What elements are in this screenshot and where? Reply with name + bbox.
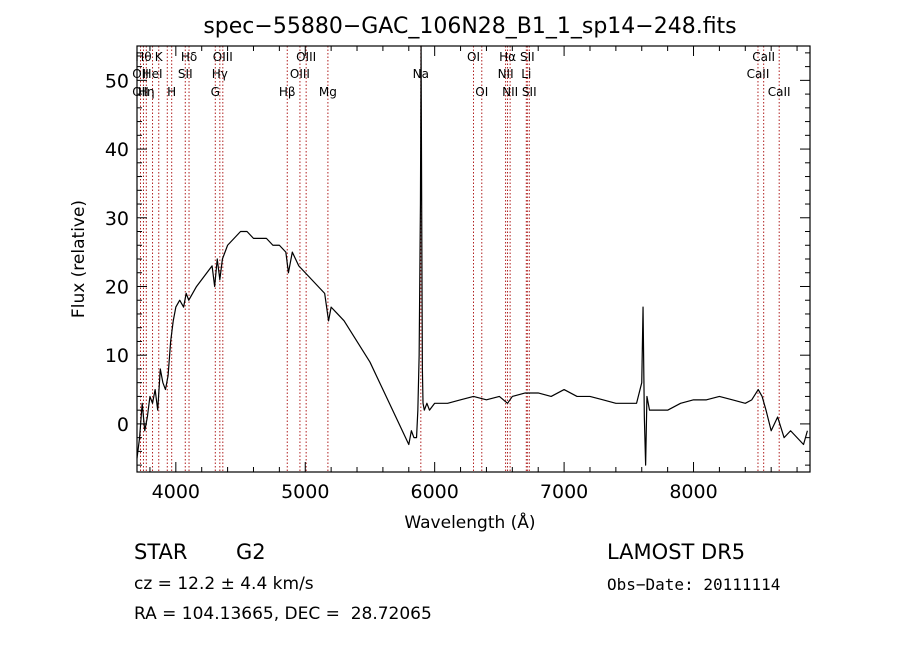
spectral-line-labels: HθOIIOIIHηHeIKHSIIHδGHγOIIIHβOIIIOIIIMgN… xyxy=(132,50,790,99)
y-tick-label: 10 xyxy=(105,345,129,367)
y-tick-label: 30 xyxy=(105,208,129,230)
observation-date: Obs−Date: 20111114 xyxy=(607,575,781,594)
spectral-line-label: SII xyxy=(178,67,193,81)
spectral-line-label: OI xyxy=(467,50,480,64)
spectral-line-label: OII xyxy=(132,85,149,99)
chart-title: spec−55880−GAC_106N28_B1_1_sp14−248.fits xyxy=(203,14,736,39)
x-tick-label: 5000 xyxy=(281,481,329,503)
spectral-line-label: Li xyxy=(521,67,531,81)
redshift-readout: cz = 12.2 ± 4.4 km/s xyxy=(134,574,314,594)
x-axis-ticks: 4000 5000 6000 7000 8000 xyxy=(149,46,798,503)
object-class: STAR xyxy=(134,540,188,564)
spectral-line-label: NII xyxy=(502,85,518,99)
spectral-line-label: OII xyxy=(132,67,149,81)
y-tick-label: 50 xyxy=(105,70,129,92)
spectral-line-label: SII xyxy=(522,85,537,99)
y-axis-label: Flux (relative) xyxy=(69,200,89,318)
spectral-line-label: Mg xyxy=(319,85,337,99)
x-tick-label: 7000 xyxy=(540,481,588,503)
y-tick-label: 40 xyxy=(105,139,129,161)
spectral-line-label: G xyxy=(211,85,220,99)
spectral-line-label: H xyxy=(167,85,176,99)
series-layer xyxy=(136,45,808,466)
spectral-line-label: K xyxy=(155,50,164,64)
spectral-line-label: CaII xyxy=(768,85,791,99)
spectrum-series-line xyxy=(136,45,808,466)
x-tick-label: 4000 xyxy=(152,481,200,503)
x-axis-label: Wavelength (Å) xyxy=(404,511,535,533)
spectral-line-label: CaII xyxy=(747,67,770,81)
spectral-line-label: OI xyxy=(475,85,488,99)
spectral-line-label: Hθ xyxy=(135,50,151,64)
spectral-line-label: Hγ xyxy=(212,67,228,81)
survey-name: LAMOST DR5 xyxy=(607,540,746,564)
spectral-line-label: NII xyxy=(498,67,514,81)
y-tick-label: 20 xyxy=(105,276,129,298)
y-tick-label: 0 xyxy=(117,414,129,436)
spectral-line-label: SII xyxy=(520,50,535,64)
spectral-line-label: OIII xyxy=(290,67,310,81)
spectral-line-label: HeI xyxy=(143,67,163,81)
spectral-line-markers xyxy=(139,46,780,472)
x-tick-label: 8000 xyxy=(669,481,717,503)
spectral-line-label: Hδ xyxy=(181,50,197,64)
y-axis-ticks: 0 10 20 30 40 50 xyxy=(105,52,810,466)
spectral-line-label: OIII xyxy=(213,50,233,64)
spectral-line-label: Hη xyxy=(138,85,155,99)
x-tick-label: 6000 xyxy=(410,481,458,503)
coordinates-readout: RA = 104.13665, DEC = 28.72065 xyxy=(134,604,432,624)
object-subclass: G2 xyxy=(236,540,266,564)
spectral-line-label: CaII xyxy=(752,50,775,64)
spectral-line-label: OIII xyxy=(296,50,316,64)
spectral-line-label: Hα xyxy=(499,50,516,64)
spectral-line-label: Hβ xyxy=(279,85,296,99)
